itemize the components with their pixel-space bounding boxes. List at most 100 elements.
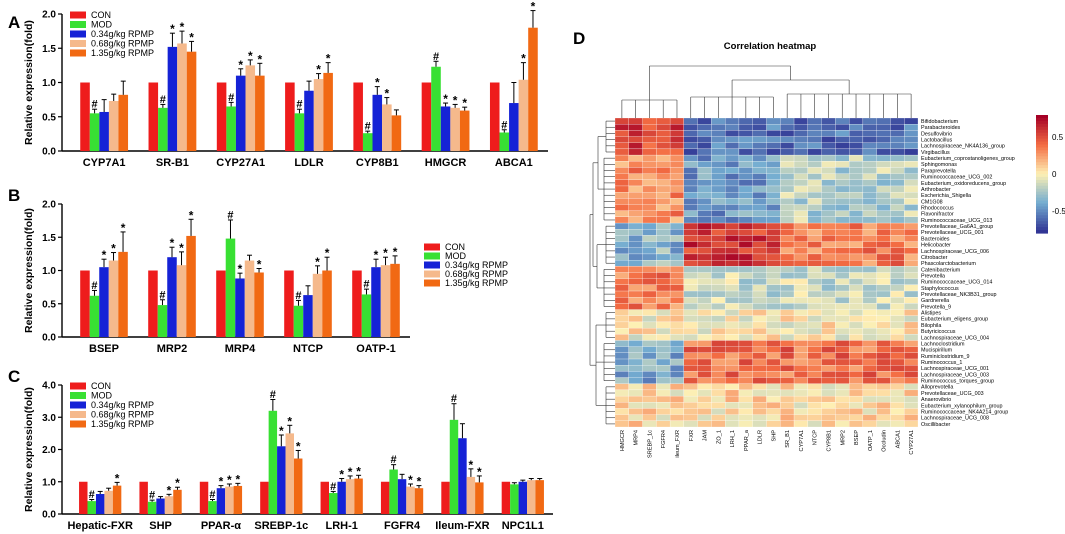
heatmap-cell bbox=[642, 154, 657, 162]
bar-1-35g-kg-rpmp bbox=[390, 263, 400, 337]
significance-star: * bbox=[287, 414, 292, 428]
heatmap-cell bbox=[890, 420, 905, 428]
heatmap-cell bbox=[725, 247, 740, 255]
heatmap-cell bbox=[793, 327, 808, 335]
colorbar-segment bbox=[1036, 194, 1048, 199]
heatmap-cell bbox=[862, 167, 877, 174]
heatmap-cell bbox=[642, 198, 657, 205]
heatmap-cell bbox=[711, 260, 726, 267]
heatmap-cell bbox=[766, 303, 781, 310]
bar-con bbox=[216, 270, 226, 337]
heatmap-cell bbox=[752, 222, 767, 230]
heatmap-cell bbox=[614, 216, 629, 224]
heatmap-cell bbox=[628, 124, 643, 131]
heatmap-cell bbox=[849, 395, 864, 403]
heatmap-cell bbox=[656, 278, 671, 285]
heatmap-cell bbox=[752, 321, 767, 329]
heatmap-cell bbox=[669, 247, 684, 255]
heatmap-cell bbox=[669, 266, 684, 273]
heatmap-cell bbox=[849, 130, 864, 137]
heatmap-cell bbox=[807, 192, 822, 199]
heatmap-cell bbox=[793, 229, 808, 236]
heatmap-row-label: Bifidobacterium bbox=[921, 119, 959, 125]
heatmap-cell bbox=[656, 389, 671, 397]
heatmap-cell bbox=[876, 371, 891, 378]
heatmap-cell bbox=[683, 192, 698, 199]
heatmap-cell bbox=[849, 173, 864, 180]
bar-0-68g-kg-rpmp bbox=[108, 260, 119, 337]
heatmap-cell bbox=[614, 192, 629, 199]
bar-mod bbox=[87, 501, 96, 514]
heatmap-cell bbox=[835, 309, 850, 316]
heatmap-cell bbox=[849, 340, 864, 347]
colorbar-segment bbox=[1036, 126, 1048, 131]
heatmap-row-label: Lachnospiraceae_UCG_004 bbox=[921, 335, 989, 341]
colorbar-segment bbox=[1036, 174, 1048, 178]
heatmap-cell bbox=[669, 327, 684, 335]
heatmap-cell bbox=[793, 389, 808, 397]
bar-con bbox=[501, 481, 511, 514]
heatmap-cell bbox=[876, 321, 891, 329]
heatmap-cell bbox=[807, 241, 822, 248]
heatmap-cell bbox=[738, 136, 753, 143]
heatmap-cell bbox=[849, 365, 864, 372]
heatmap-cell bbox=[821, 365, 836, 372]
heatmap-cell bbox=[656, 371, 671, 378]
heatmap-cell bbox=[642, 408, 657, 415]
heatmap-cell bbox=[738, 161, 753, 168]
heatmap-cell bbox=[780, 278, 795, 285]
heatmap-cell bbox=[849, 204, 864, 211]
heatmap-cell bbox=[752, 185, 767, 193]
heatmap-cell bbox=[725, 173, 740, 180]
heatmap-row-label: Flavonifractor bbox=[921, 212, 954, 218]
bar-mod bbox=[510, 484, 519, 514]
heatmap-cell bbox=[890, 414, 905, 421]
heatmap-cell bbox=[614, 204, 629, 211]
heatmap-cell bbox=[821, 371, 836, 378]
heatmap-cell bbox=[876, 414, 891, 421]
heatmap-cell bbox=[614, 340, 629, 347]
significance-star: * bbox=[315, 255, 320, 269]
heatmap-cell bbox=[725, 315, 740, 323]
bar-mod bbox=[226, 106, 236, 151]
heatmap-cell bbox=[821, 352, 836, 360]
colorbar-segment bbox=[1036, 159, 1048, 163]
heatmap-cell bbox=[642, 315, 657, 323]
heatmap-cell bbox=[683, 229, 698, 236]
heatmap-cell bbox=[890, 272, 905, 279]
heatmap-cell bbox=[669, 229, 684, 236]
heatmap-cell bbox=[821, 408, 836, 415]
heatmap-cell bbox=[904, 414, 919, 421]
heatmap-cell bbox=[904, 278, 919, 285]
heatmap-cell bbox=[876, 309, 891, 316]
heatmap-cell bbox=[849, 402, 864, 409]
heatmap-cell bbox=[642, 346, 657, 353]
heatmap-cell bbox=[766, 278, 781, 285]
heatmap-cell bbox=[890, 309, 905, 316]
colorbar-tick-label: 0 bbox=[1052, 170, 1057, 179]
significance-star: * bbox=[316, 63, 321, 77]
heatmap-cell bbox=[628, 420, 643, 428]
heatmap-cell bbox=[697, 290, 712, 298]
heatmap-cell bbox=[628, 315, 643, 323]
heatmap-cell bbox=[697, 260, 712, 267]
heatmap-cell bbox=[642, 210, 657, 218]
heatmap-row-label: Desulfovibrio bbox=[921, 131, 952, 137]
bar-1-35g-kg-rpmp bbox=[535, 480, 544, 514]
y-axis-title: Relative expression(fold) bbox=[23, 208, 35, 333]
heatmap-cell bbox=[614, 198, 629, 205]
heatmap-cell bbox=[656, 395, 671, 403]
heatmap-cell bbox=[642, 130, 657, 137]
heatmap-cell bbox=[614, 383, 629, 391]
heatmap-cell bbox=[890, 229, 905, 236]
heatmap-cell bbox=[904, 142, 919, 150]
heatmap-cell bbox=[766, 266, 781, 273]
heatmap-cell bbox=[683, 222, 698, 230]
bar-con bbox=[352, 270, 362, 337]
heatmap-cell bbox=[821, 309, 836, 316]
heatmap-cell bbox=[862, 327, 877, 335]
heatmap-cell bbox=[642, 247, 657, 255]
colorbar-segment bbox=[1036, 156, 1048, 160]
heatmap-cell bbox=[738, 377, 753, 384]
